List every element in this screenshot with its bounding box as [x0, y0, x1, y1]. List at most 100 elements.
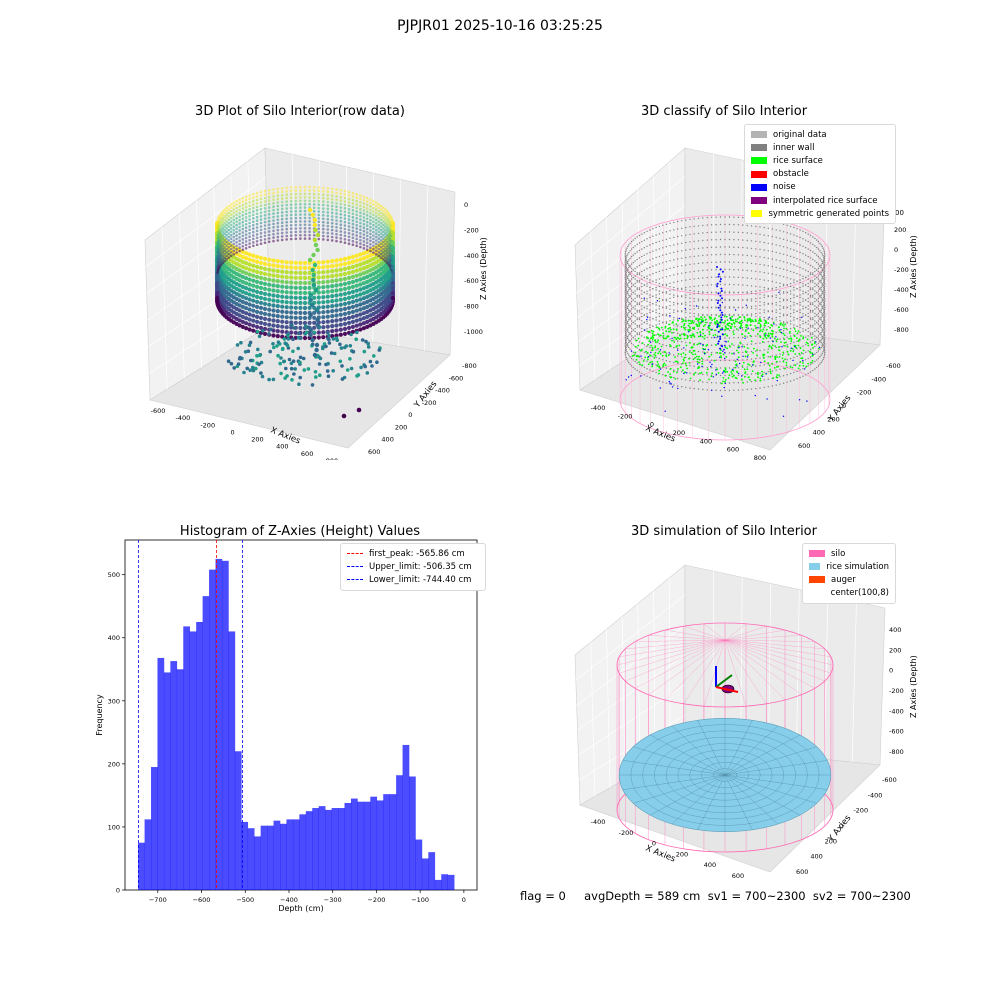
data-point	[380, 205, 383, 208]
wall-point	[776, 369, 777, 370]
wall-point	[783, 321, 784, 322]
data-point	[285, 211, 288, 214]
data-point	[331, 194, 334, 197]
wall-point	[738, 262, 739, 263]
rice-point	[657, 341, 659, 343]
wall-point	[637, 302, 638, 303]
wall-point	[733, 390, 734, 391]
wall-point	[796, 243, 797, 244]
wall-point	[812, 295, 813, 296]
wall-point	[625, 352, 626, 353]
data-point	[339, 308, 343, 312]
wall-point	[814, 305, 815, 306]
data-point	[347, 271, 351, 275]
wall-point	[808, 320, 809, 321]
data-point	[358, 267, 362, 271]
rice-point	[651, 349, 653, 351]
wall-point	[626, 302, 627, 303]
wall-point	[751, 308, 752, 309]
wall-point	[649, 347, 650, 348]
data-point	[267, 332, 271, 336]
data-point	[326, 320, 330, 324]
wall-point	[742, 284, 743, 285]
rice-point	[688, 320, 690, 322]
data-point	[318, 238, 321, 241]
data-point	[366, 204, 369, 207]
wall-point	[790, 313, 791, 314]
wall-point	[655, 279, 656, 280]
wall-point	[742, 367, 743, 368]
wall-point	[720, 261, 721, 262]
wall-point	[655, 257, 656, 258]
rice-point	[709, 333, 711, 335]
wall-point	[823, 332, 824, 333]
wall-point	[637, 281, 638, 282]
data-point	[251, 324, 255, 328]
wall-point	[655, 304, 656, 305]
rice-point	[707, 368, 709, 370]
wall-point	[711, 307, 712, 308]
data-point	[321, 310, 325, 314]
data-point	[348, 222, 351, 225]
wall-point	[755, 308, 756, 309]
rice-point	[696, 325, 698, 327]
data-point	[238, 216, 241, 219]
wall-point	[808, 248, 809, 249]
wall-point	[715, 307, 716, 308]
data-point	[331, 236, 334, 239]
data-point	[334, 328, 338, 332]
rice-point	[784, 345, 786, 347]
rice-point	[774, 338, 776, 340]
data-point	[339, 328, 343, 332]
rice-point	[697, 358, 699, 360]
wall-point	[715, 382, 716, 383]
rice-point	[764, 325, 766, 327]
wall-point	[768, 243, 769, 244]
data-point	[303, 261, 307, 265]
data-point	[369, 212, 372, 215]
wall-point	[733, 239, 734, 240]
wall-point	[768, 341, 769, 342]
rice-point	[689, 326, 691, 328]
wall-point	[637, 251, 638, 252]
wall-point	[793, 289, 794, 290]
data-point	[344, 241, 347, 244]
rice-point	[669, 327, 671, 329]
wall-point	[747, 285, 748, 286]
data-point	[259, 291, 263, 295]
wall-point	[644, 367, 645, 368]
data-point	[318, 210, 321, 213]
wall-point	[790, 278, 791, 279]
data-point	[308, 193, 311, 196]
wall-point	[729, 337, 730, 338]
wall-point	[720, 375, 721, 376]
rice-point	[730, 371, 732, 373]
wall-point	[628, 252, 629, 253]
wall-point	[759, 309, 760, 310]
data-point	[256, 195, 259, 198]
wall-point	[626, 330, 627, 331]
wall-point	[824, 275, 825, 276]
data-point	[272, 236, 275, 239]
rice-point	[665, 337, 667, 339]
rice-point	[658, 334, 660, 336]
data-point	[369, 219, 372, 222]
data-point	[285, 374, 289, 378]
wall-point	[628, 259, 629, 260]
data-point	[343, 322, 347, 326]
wall-point	[824, 355, 825, 356]
wall-point	[649, 317, 650, 318]
data-point	[358, 307, 362, 311]
wall-point	[627, 353, 628, 354]
wall-point	[652, 273, 653, 274]
data-point	[223, 225, 226, 228]
noise-point	[765, 334, 766, 335]
data-point	[322, 211, 325, 214]
data-point	[242, 371, 246, 375]
data-point	[335, 233, 338, 236]
data-point	[268, 223, 271, 226]
data-point	[309, 328, 313, 332]
wall-point	[641, 320, 642, 321]
data-point	[278, 362, 282, 366]
rice-point	[784, 334, 786, 336]
